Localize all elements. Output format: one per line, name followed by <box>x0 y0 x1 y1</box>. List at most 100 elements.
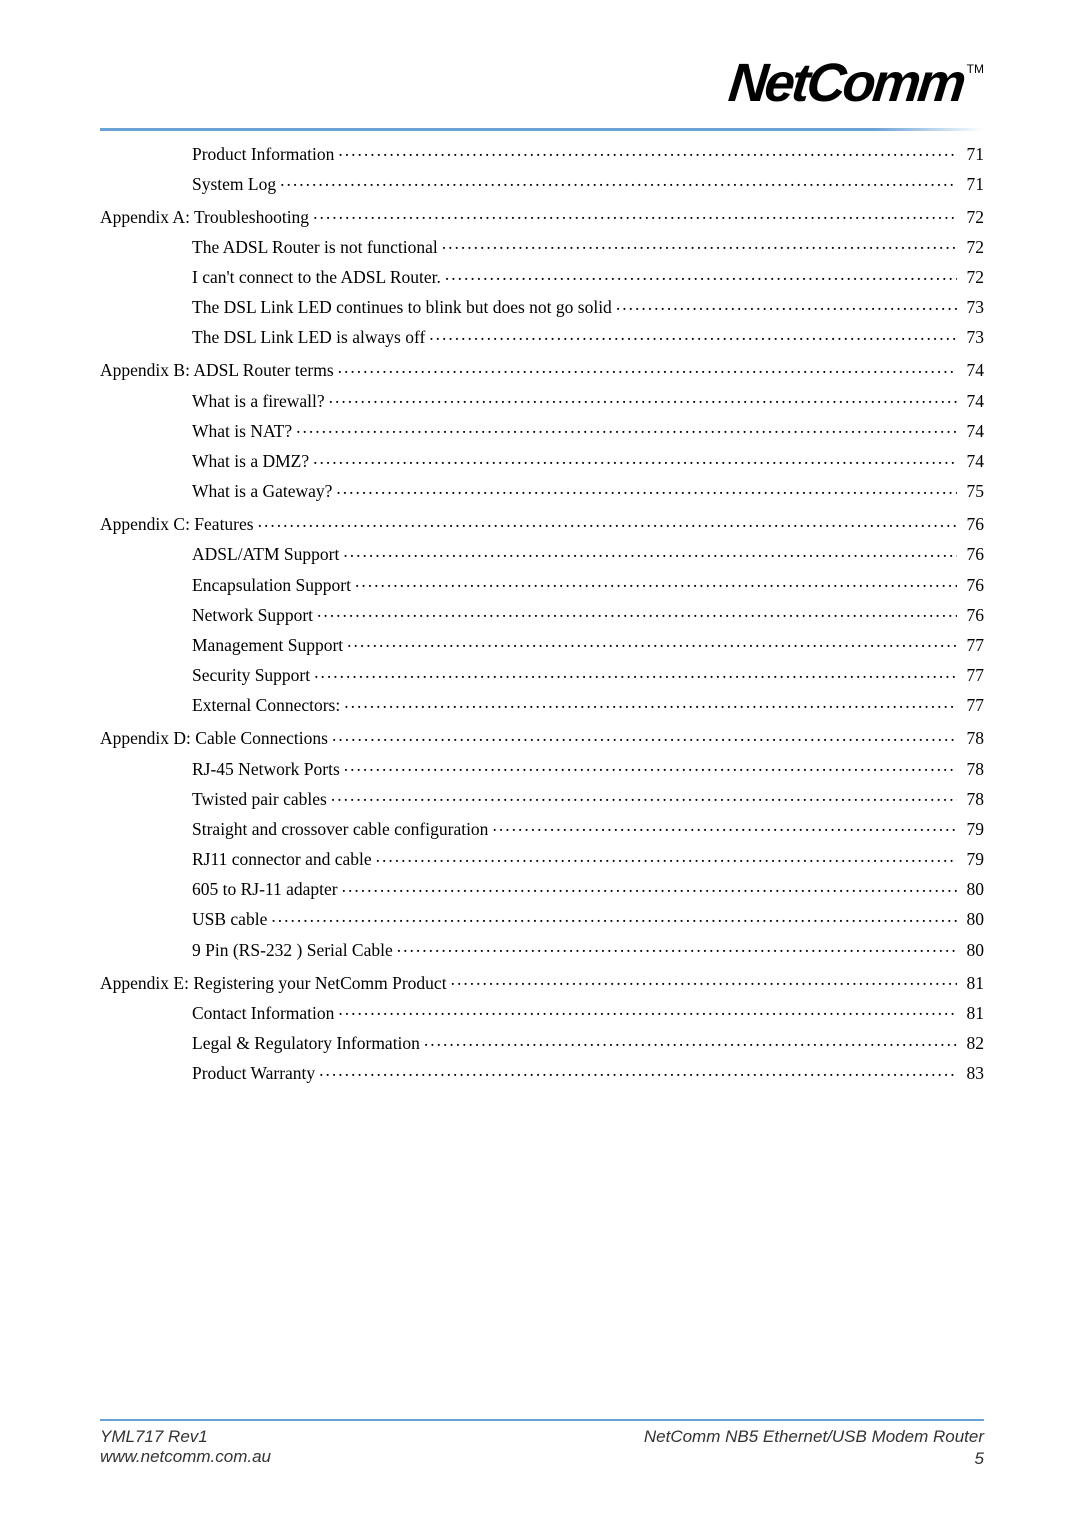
footer-left-line1: YML717 Rev1 <box>100 1427 271 1447</box>
toc-leader <box>258 513 957 531</box>
toc-title: External Connectors: <box>192 697 340 715</box>
toc-entry: 9 Pin (RS-232 ) Serial Cable80 <box>100 938 984 959</box>
toc-entry: The DSL Link LED is always off 73 <box>100 326 984 347</box>
toc-entry: Appendix A: Troubleshooting72 <box>100 205 984 226</box>
toc-page-number: 83 <box>961 1065 985 1083</box>
toc-page-number: 77 <box>961 637 985 655</box>
toc-title: ADSL/ATM Support <box>192 546 339 564</box>
toc-leader <box>280 172 956 190</box>
toc-leader <box>355 573 957 591</box>
footer-right-line1: NetComm NB5 Ethernet/USB Modem Router <box>644 1427 984 1447</box>
toc-entry: What is a DMZ? 74 <box>100 450 984 471</box>
toc-entry: RJ11 connector and cable79 <box>100 848 984 869</box>
toc-title: What is a DMZ? <box>192 453 309 471</box>
toc-title: Product Warranty <box>192 1065 315 1083</box>
footer: YML717 Rev1 www.netcomm.com.au NetComm N… <box>100 1419 984 1469</box>
toc-leader <box>344 757 957 775</box>
toc-entry: System Log71 <box>100 172 984 193</box>
toc-leader <box>397 938 957 956</box>
toc-title: The DSL Link LED is always off <box>192 329 425 347</box>
toc-title: RJ11 connector and cable <box>192 851 372 869</box>
toc-leader <box>347 633 956 651</box>
logo-wrap: NetCommTM <box>729 52 984 114</box>
toc-leader <box>313 450 956 468</box>
toc-leader <box>424 1032 957 1050</box>
toc-page-number: 74 <box>961 393 985 411</box>
toc-leader <box>331 787 957 805</box>
toc-page-number: 73 <box>961 299 985 317</box>
toc-leader <box>445 266 957 284</box>
toc-page-number: 71 <box>961 146 985 164</box>
toc-entry: ADSL/ATM Support76 <box>100 543 984 564</box>
page: NetCommTM Product Information71System Lo… <box>0 0 1080 1529</box>
toc-page-number: 74 <box>961 362 985 380</box>
toc-entry: Straight and crossover cable configurati… <box>100 817 984 838</box>
toc-page-number: 74 <box>961 453 985 471</box>
toc-title: Legal & Regulatory Information <box>192 1035 420 1053</box>
toc-page-number: 78 <box>961 761 985 779</box>
toc-entry: Product Warranty 83 <box>100 1062 984 1083</box>
toc-title: Security Support <box>192 667 310 685</box>
toc-page-number: 72 <box>961 269 985 287</box>
toc-entry: Appendix C: Features76 <box>100 513 984 534</box>
logo-text: NetComm <box>725 52 966 114</box>
toc-page-number: 82 <box>961 1035 985 1053</box>
toc-entry: Network Support 76 <box>100 603 984 624</box>
footer-left-line2: www.netcomm.com.au <box>100 1447 271 1467</box>
toc-entry: Security Support77 <box>100 664 984 685</box>
toc-title: 605 to RJ-11 adapter <box>192 881 338 899</box>
toc-leader <box>429 326 956 344</box>
toc-title: System Log <box>192 176 276 194</box>
toc-entry: USB cable 80 <box>100 908 984 929</box>
toc-entry: Appendix E: Registering your NetComm Pro… <box>100 971 984 992</box>
toc-page-number: 73 <box>961 329 985 347</box>
toc-entry: RJ-45 Network Ports78 <box>100 757 984 778</box>
toc-entry: Management Support77 <box>100 633 984 654</box>
toc-entry: I can't connect to the ADSL Router. 72 <box>100 266 984 287</box>
toc-page-number: 78 <box>961 730 985 748</box>
toc-leader <box>442 235 957 253</box>
toc-title: What is a firewall? <box>192 393 325 411</box>
toc-leader <box>319 1062 956 1080</box>
toc-page-number: 76 <box>961 607 985 625</box>
toc-leader <box>313 205 956 223</box>
toc-entry: Contact Information 81 <box>100 1001 984 1022</box>
toc-title: Appendix A: Troubleshooting <box>100 209 309 227</box>
toc-leader <box>492 817 956 835</box>
toc-leader <box>376 848 957 866</box>
toc-entry: The DSL Link LED continues to blink but … <box>100 296 984 317</box>
toc-page-number: 80 <box>961 911 985 929</box>
toc-entry: What is NAT? 74 <box>100 419 984 440</box>
toc-entry: Appendix D: Cable Connections78 <box>100 727 984 748</box>
toc-leader <box>296 419 956 437</box>
toc-leader <box>343 543 956 561</box>
toc-leader <box>344 694 956 712</box>
toc-title: The DSL Link LED continues to blink but … <box>192 299 612 317</box>
toc-title: Appendix B: ADSL Router terms <box>100 362 334 380</box>
toc-title: Contact Information <box>192 1005 334 1023</box>
toc-leader <box>451 971 957 989</box>
footer-left: YML717 Rev1 www.netcomm.com.au <box>100 1427 271 1469</box>
toc-title: USB cable <box>192 911 267 929</box>
toc-page-number: 72 <box>961 239 985 257</box>
toc-entry: The ADSL Router is not functional72 <box>100 235 984 256</box>
toc-entry: Twisted pair cables78 <box>100 787 984 808</box>
toc-title: What is NAT? <box>192 423 292 441</box>
toc-title: Network Support <box>192 607 313 625</box>
toc-title: Appendix E: Registering your NetComm Pro… <box>100 975 447 993</box>
toc-page-number: 76 <box>961 516 985 534</box>
toc-page-number: 75 <box>961 483 985 501</box>
toc-entry: What is a Gateway?75 <box>100 480 984 501</box>
toc-entry: Appendix B: ADSL Router terms 74 <box>100 359 984 380</box>
logo-tm: TM <box>967 62 984 76</box>
toc-page-number: 76 <box>961 577 985 595</box>
toc-leader <box>271 908 956 926</box>
toc-leader <box>336 480 956 498</box>
toc-leader <box>332 727 957 745</box>
header-rule <box>100 128 984 131</box>
footer-right: NetComm NB5 Ethernet/USB Modem Router 5 <box>644 1427 984 1469</box>
toc-page-number: 81 <box>961 1005 985 1023</box>
toc-page-number: 74 <box>961 423 985 441</box>
toc-title: I can't connect to the ADSL Router. <box>192 269 441 287</box>
toc-entry: 605 to RJ-11 adapter80 <box>100 878 984 899</box>
